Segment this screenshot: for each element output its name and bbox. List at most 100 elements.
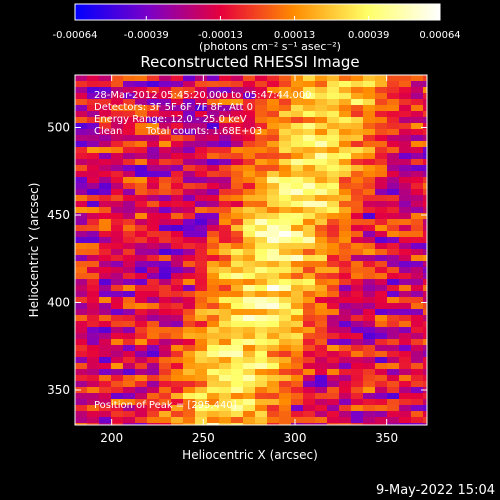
heatmap-cell (171, 117, 184, 124)
heatmap-cell (399, 213, 412, 220)
heatmap-cell (171, 159, 184, 166)
heatmap-cell (99, 297, 112, 304)
heatmap-cell (387, 405, 400, 412)
heatmap-cell (423, 393, 427, 400)
heatmap-cell (75, 141, 88, 148)
heatmap-cell (399, 375, 412, 382)
heatmap-cell (255, 345, 268, 352)
heatmap-cell (111, 405, 124, 412)
heatmap-cell (123, 243, 136, 250)
heatmap-cell (315, 273, 328, 280)
heatmap-cell (423, 309, 427, 316)
heatmap-cell (423, 303, 427, 310)
heatmap-cell (267, 123, 280, 130)
heatmap-cell (363, 243, 376, 250)
heatmap-cell (363, 279, 376, 286)
heatmap-cell (219, 207, 232, 214)
heatmap-cell (411, 129, 424, 136)
heatmap-cell (423, 171, 427, 178)
heatmap-cell (339, 75, 352, 82)
heatmap-cell (111, 249, 124, 256)
heatmap-cell (135, 153, 148, 160)
heatmap-cell (87, 195, 100, 202)
heatmap-cell (159, 225, 172, 232)
heatmap-cell (255, 261, 268, 268)
heatmap-cell (291, 381, 304, 388)
heatmap-cell (267, 225, 280, 232)
heatmap-cell (423, 237, 427, 244)
heatmap-cell (135, 381, 148, 388)
heatmap-cell (75, 375, 88, 382)
heatmap-cell (111, 87, 124, 94)
heatmap-cell (231, 189, 244, 196)
heatmap-cell (111, 237, 124, 244)
heatmap-cell (291, 333, 304, 340)
heatmap-cell (219, 87, 232, 94)
heatmap-cell (375, 243, 388, 250)
heatmap-cell (147, 399, 160, 406)
heatmap-cell (123, 99, 136, 106)
heatmap-cell (123, 123, 136, 130)
heatmap-cell (327, 399, 340, 406)
heatmap-cell (339, 267, 352, 274)
heatmap-cell (123, 339, 136, 346)
heatmap-cell (303, 195, 316, 202)
heatmap-cell (399, 201, 412, 208)
heatmap-cell (75, 135, 88, 142)
heatmap-cell (135, 159, 148, 166)
heatmap-cell (375, 207, 388, 214)
heatmap-cell (315, 75, 328, 82)
heatmap-cell (255, 279, 268, 286)
heatmap-cell (411, 315, 424, 322)
heatmap-cell (183, 105, 196, 112)
heatmap-cell (423, 153, 427, 160)
heatmap-cell (399, 273, 412, 280)
heatmap-cell (159, 129, 172, 136)
heatmap-cell (303, 333, 316, 340)
heatmap-cell (87, 267, 100, 274)
heatmap-cell (399, 177, 412, 184)
heatmap-cell (123, 231, 136, 238)
heatmap-cell (327, 165, 340, 172)
heatmap-cell (147, 75, 160, 82)
heatmap-cell (375, 327, 388, 334)
heatmap-cell (291, 141, 304, 148)
heatmap-cell (327, 357, 340, 364)
heatmap-cell (75, 417, 88, 424)
heatmap-cell (183, 267, 196, 274)
heatmap-cell (411, 357, 424, 364)
heatmap-cell (351, 129, 364, 136)
heatmap-cell (255, 201, 268, 208)
heatmap-cell (339, 285, 352, 292)
heatmap-cell (171, 243, 184, 250)
heatmap-cell (315, 309, 328, 316)
heatmap-cell (147, 297, 160, 304)
heatmap-cell (399, 105, 412, 112)
heatmap-cell (99, 321, 112, 328)
heatmap-cell (75, 357, 88, 364)
heatmap-cell (219, 201, 232, 208)
heatmap-cell (279, 315, 292, 322)
heatmap-cell (411, 243, 424, 250)
heatmap-cell (219, 333, 232, 340)
heatmap-cell (159, 423, 172, 425)
heatmap-cell (195, 333, 208, 340)
heatmap-cell (147, 417, 160, 424)
heatmap-cell (255, 303, 268, 310)
heatmap-cell (75, 273, 88, 280)
heatmap-cell (243, 309, 256, 316)
heatmap-cell (423, 369, 427, 376)
heatmap-cell (291, 99, 304, 106)
heatmap-cell (411, 219, 424, 226)
heatmap-cell (411, 237, 424, 244)
heatmap-cell (243, 81, 256, 88)
heatmap-cell (339, 297, 352, 304)
heatmap-cell (171, 99, 184, 106)
heatmap-cell (423, 297, 427, 304)
heatmap-cell (183, 219, 196, 226)
heatmap-cell (423, 141, 427, 148)
heatmap-cell (399, 279, 412, 286)
heatmap-cell (111, 393, 124, 400)
heatmap-cell (363, 321, 376, 328)
heatmap-cell (195, 81, 208, 88)
